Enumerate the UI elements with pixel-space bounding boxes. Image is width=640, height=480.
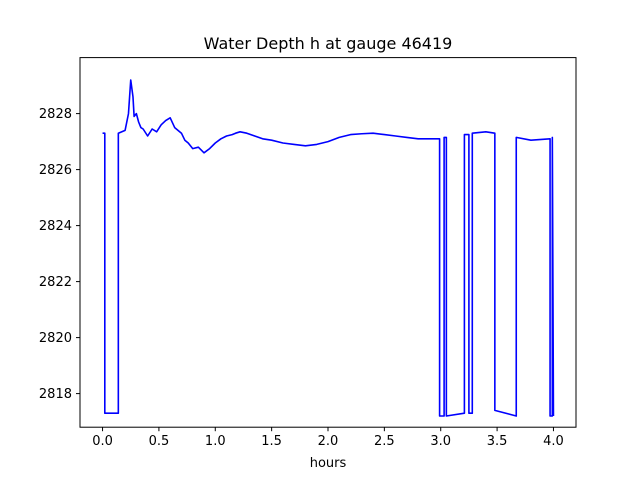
x-tick-label: 0.0 bbox=[92, 434, 113, 449]
x-tick-label: 1.5 bbox=[261, 434, 282, 449]
y-tick-label: 2824 bbox=[39, 219, 72, 234]
x-tick-label: 3.0 bbox=[430, 434, 451, 449]
x-tick-label: 2.5 bbox=[374, 434, 395, 449]
chart-title: Water Depth h at gauge 46419 bbox=[204, 34, 453, 53]
series-line-0 bbox=[102, 79, 555, 417]
x-tick-label: 3.5 bbox=[487, 434, 508, 449]
x-tick-label: 4.0 bbox=[543, 434, 564, 449]
y-tick-label: 2828 bbox=[39, 107, 72, 122]
y-tick-label: 2818 bbox=[39, 387, 72, 402]
y-tick-label: 2822 bbox=[39, 275, 72, 290]
y-tick-label: 2820 bbox=[39, 331, 72, 346]
x-tick-label: 2.0 bbox=[318, 434, 339, 449]
y-tick-label: 2826 bbox=[39, 163, 72, 178]
x-axis-label: hours bbox=[310, 456, 347, 471]
x-tick-label: 0.5 bbox=[149, 434, 170, 449]
x-tick-label: 1.0 bbox=[205, 434, 226, 449]
